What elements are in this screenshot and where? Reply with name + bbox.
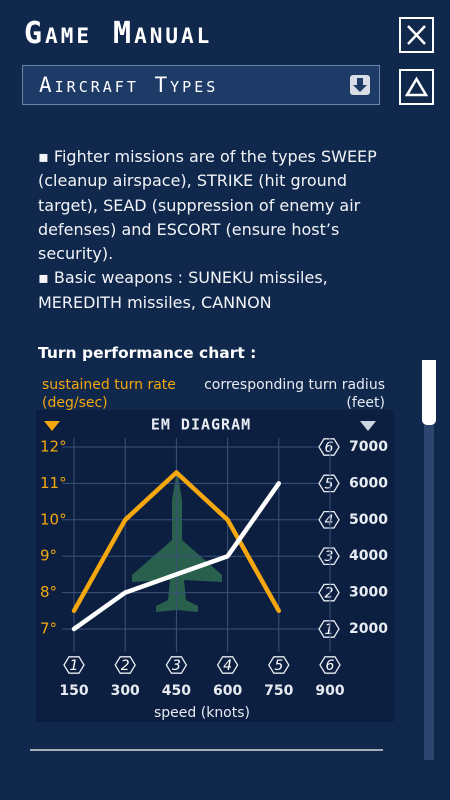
hex-badge <box>318 474 340 493</box>
x-tick-label: 750 <box>264 683 293 699</box>
x-tick-label: 150 <box>59 683 88 699</box>
y-axis-unit: (deg/sec) <box>42 395 108 411</box>
scroll-track[interactable] <box>424 360 434 760</box>
y2-index-label: 3 <box>325 549 334 565</box>
x-index-label: 1 <box>70 658 79 674</box>
y2-index-label: 2 <box>325 586 334 602</box>
close-frame <box>399 17 434 53</box>
close-icon <box>407 25 426 45</box>
chart-heading: Turn performance chart : <box>38 344 257 362</box>
y2-axis-label: corresponding turn radius <box>204 377 385 393</box>
y-tick-label: 8° <box>40 583 57 601</box>
y2-tick-label: 6000 <box>349 475 388 491</box>
chart-title: EM DIAGRAM <box>151 416 251 434</box>
x-axis-label: speed (knots) <box>154 705 250 721</box>
hex-badge <box>318 583 340 602</box>
aircraft-silhouette <box>132 470 222 612</box>
x-tick-label: 600 <box>213 683 242 699</box>
em-chart: EM DIAGRAM sustained turn rate (deg/sec) co… <box>30 360 436 760</box>
scroll-thumb[interactable] <box>422 360 436 425</box>
x-tick-label: 450 <box>162 683 191 699</box>
chart-bg <box>36 410 394 722</box>
series-line <box>71 481 282 632</box>
y2-index-label: 1 <box>325 622 334 638</box>
close-button[interactable] <box>399 17 434 53</box>
y-tick-label: 12° <box>40 438 67 456</box>
buttons <box>399 17 434 105</box>
hex-badge <box>165 656 188 674</box>
up-button[interactable] <box>399 69 434 105</box>
y2-axis-unit: (feet) <box>346 395 385 411</box>
x-index-label: 3 <box>172 658 181 674</box>
paragraph: ▪ Fighter missions are of the types SWEE… <box>38 147 377 264</box>
y-tick-label: 11° <box>40 474 67 492</box>
x-tick-label: 300 <box>111 683 140 699</box>
manual-text: ▪ Fighter missions are of the types SWEE… <box>38 145 388 315</box>
y2-index-label: 6 <box>325 440 334 456</box>
up-frame <box>399 69 434 105</box>
y-tick-label: 10° <box>40 510 67 528</box>
y2-marker <box>360 421 376 431</box>
hex-badge <box>318 438 340 456</box>
x-index-label: 6 <box>326 658 335 674</box>
hex-badge <box>63 656 85 674</box>
y-axis-label: sustained turn rate <box>42 377 176 393</box>
hex-badge <box>319 656 341 674</box>
hex-badge <box>216 656 239 674</box>
hex-badge <box>318 620 340 638</box>
icon-arrow <box>353 78 367 92</box>
hex-badge <box>268 656 290 674</box>
y2-index-label: 4 <box>325 513 334 529</box>
hex-badge <box>114 656 136 674</box>
y2-tick-label: 4000 <box>349 548 388 564</box>
y2-tick-label: 3000 <box>349 585 388 601</box>
y2-tick-label: 2000 <box>349 621 388 637</box>
paragraph: ▪ Basic weapons : SUNEKU missiles, MERED… <box>38 268 328 312</box>
y2-tick-label: 7000 <box>349 439 388 455</box>
up-icon <box>404 76 429 97</box>
x-index-label: 4 <box>223 658 232 674</box>
page-title: Game Manual <box>24 16 213 51</box>
hex-badge <box>318 510 340 529</box>
series-line <box>71 470 282 614</box>
dropdown-label: Aircraft Types <box>39 73 219 97</box>
y-tick-label: 7° <box>40 620 57 638</box>
y2-index-label: 5 <box>325 476 334 492</box>
x-tick-label: 900 <box>315 683 344 699</box>
y-tick-label: 9° <box>40 547 57 565</box>
dropdown[interactable]: Aircraft Types <box>22 65 380 105</box>
y2-tick-label: 5000 <box>349 512 388 528</box>
hex-badge <box>318 547 340 566</box>
dropdown-icon <box>350 75 370 95</box>
y-marker <box>44 421 60 431</box>
plot: EM DIAGRAM sustained turn rate (deg/sec) co… <box>40 377 388 721</box>
x-index-label: 5 <box>274 658 283 674</box>
x-index-label: 2 <box>121 658 130 674</box>
